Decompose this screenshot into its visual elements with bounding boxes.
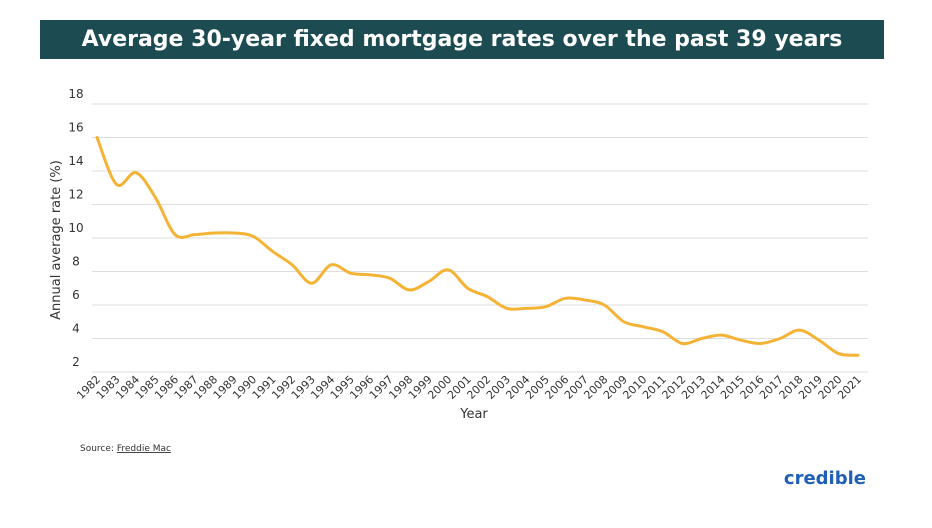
title-bar <box>40 20 884 59</box>
brand-logo: credible <box>784 468 866 489</box>
y-tick-label: 6 <box>72 288 80 302</box>
line-series <box>95 136 860 357</box>
source-link: Freddie Mac <box>117 444 171 454</box>
y-tick-label: 12 <box>68 188 83 202</box>
y-tick-label: 18 <box>68 87 83 101</box>
y-tick-label: 4 <box>72 322 80 336</box>
y-tick-label: 10 <box>68 221 83 235</box>
y-tick-label: 14 <box>68 154 83 168</box>
y-tick-label: 8 <box>72 255 80 269</box>
source: Source: Freddie Mac <box>80 444 171 454</box>
source-prefix: Source: <box>80 444 114 454</box>
y-tick-label: 2 <box>72 355 80 369</box>
y-tick-label: 16 <box>68 121 83 135</box>
y-axis-label: Annual average rate (%) <box>49 160 64 320</box>
chart-title: Average 30-year fixed mortgage rates ove… <box>82 27 843 52</box>
x-axis-label: Year <box>459 407 488 422</box>
